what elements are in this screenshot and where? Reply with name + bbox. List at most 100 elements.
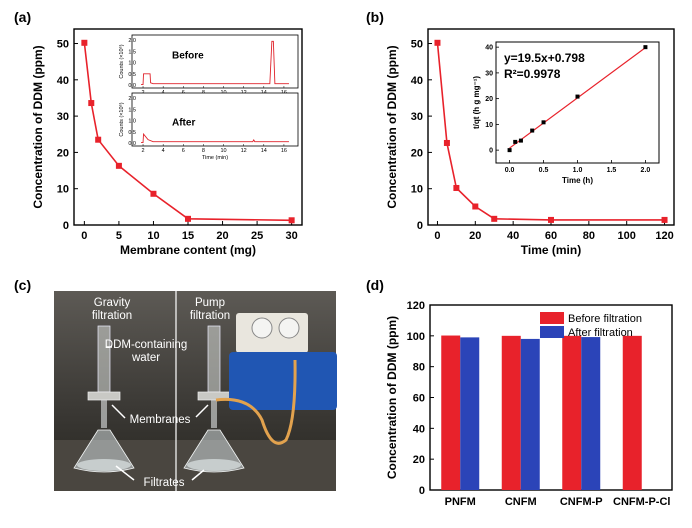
y-tick-label-d: 40 — [413, 423, 425, 435]
y-axis-label-a: Concentration of DDM (ppm) — [31, 45, 45, 208]
data-point-b — [443, 139, 450, 146]
inset-y-axis-label: Counts (×10⁶) — [118, 44, 125, 78]
x-tick-label-a: 25 — [251, 230, 263, 242]
data-point-a — [81, 39, 88, 46]
data-point-a — [150, 190, 157, 197]
legend-swatch-d — [540, 326, 564, 338]
photo-panel-c: Gravity filtration Pump filtrationDDM-conta… — [54, 291, 337, 491]
fit-r2-b: R²=0.9978 — [504, 67, 561, 81]
label-gravity-filtration-line: filtration — [92, 310, 132, 322]
inset-y-axis-label-b: t/qt (h g mg⁻¹) — [472, 76, 481, 129]
inset-x-tick-label: 6 — [182, 148, 185, 154]
inset-y-tick-label-b: 0 — [489, 148, 493, 155]
y-axis-label-b: Concentration of DDM (ppm) — [385, 45, 399, 208]
x-tick-label-b: 0 — [434, 230, 440, 242]
inset-data-point-b — [541, 120, 546, 125]
x-category-label-d: CNFM-P-Cl — [613, 496, 670, 508]
y-tick-label-b: 30 — [411, 111, 423, 123]
label-pump-filtration-line: Pump — [195, 297, 225, 309]
inset-x-tick-label-b: 1.5 — [607, 167, 617, 174]
inset-tag: After — [172, 118, 195, 129]
arrow-membrane-right — [195, 404, 209, 418]
inset-x-tick-label-b: 1.0 — [573, 167, 583, 174]
inset-x-axis-label: Time (min) — [202, 155, 228, 161]
panel-label-c: (c) — [14, 277, 31, 293]
gravity-stem — [101, 400, 107, 428]
inset-y-tick-label-b: 10 — [485, 122, 493, 129]
x-category-label-d: CNFM-P — [560, 496, 603, 508]
gravity-filtrate — [77, 459, 131, 471]
inset-frame-a — [131, 92, 299, 147]
x-tick-label-b: 100 — [618, 230, 636, 242]
inset-data-point-b — [507, 148, 512, 153]
pump-funnel-tube — [207, 325, 221, 393]
y-tick-label-d: 60 — [413, 393, 425, 405]
inset-trace — [141, 40, 289, 86]
inset-x-axis-label-b: Time (h) — [562, 176, 593, 185]
x-tick-label-a: 15 — [182, 230, 194, 242]
y-tick-label-d: 120 — [407, 300, 425, 312]
arrow-membrane-left — [111, 404, 126, 419]
x-tick-label-b: 80 — [583, 230, 595, 242]
vacuum-tubing — [215, 359, 297, 445]
inset-x-tick-label: 16 — [281, 148, 287, 154]
bar-after — [581, 337, 601, 490]
data-point-a — [185, 215, 191, 222]
gravity-funnel-tube — [97, 325, 111, 393]
pump-filtrate — [187, 459, 241, 471]
inset-data-point-b — [518, 138, 523, 143]
panel-label-b: (b) — [366, 9, 384, 25]
label-gravity-filtration-line: Gravity — [94, 297, 131, 309]
y-tick-label-d: 80 — [413, 362, 425, 374]
inset-y-tick-label: 1.5 — [128, 107, 136, 113]
data-point-b — [661, 216, 668, 223]
inset-y-tick-label: 2.0 — [128, 38, 136, 44]
x-category-label-d: PNFM — [445, 496, 476, 508]
data-point-a — [288, 217, 295, 224]
x-tick-label-a: 30 — [286, 230, 298, 242]
inset-x-tick-label: 12 — [241, 148, 247, 154]
label-membranes: Membranes — [130, 414, 191, 426]
y-tick-label-b: 40 — [411, 75, 423, 87]
label-ddm-water-line: water — [131, 352, 160, 364]
data-point-a — [88, 100, 95, 107]
data-point-a — [95, 136, 102, 143]
bar-before — [441, 335, 461, 490]
y-axis-label-d: Concentration of DDM (ppm) — [385, 316, 399, 479]
chart-d: 0 20 40 60 80 100 120 Concentration of DDM (ppm… — [385, 300, 673, 508]
x-axis-label-b: Time (min) — [521, 243, 581, 257]
y-tick-label-d: 0 — [419, 485, 425, 497]
legend-label-d: Before filtration — [568, 313, 642, 325]
x-tick-label-b: 120 — [655, 230, 673, 242]
inset-x-tick-label-b: 2.0 — [641, 167, 651, 174]
x-tick-label-a: 20 — [216, 230, 228, 242]
x-category-label-d: CNFM — [505, 496, 537, 508]
pressure-gauge-left — [251, 317, 273, 339]
inset-y-tick-label: 2.0 — [128, 96, 136, 102]
inset-data-point-b — [643, 45, 648, 50]
arrow-filtrate-left — [115, 465, 135, 481]
y-tick-label-b: 50 — [411, 39, 423, 51]
inset-y-tick-label-b: 40 — [485, 45, 493, 52]
bar-before — [622, 335, 642, 490]
data-point-b — [548, 216, 554, 223]
y-tick-label-a: 0 — [63, 220, 69, 232]
y-tick-label-d: 100 — [407, 331, 425, 343]
inset-tag: Before — [172, 51, 204, 62]
panel-label-a: (a) — [14, 9, 31, 25]
inset-data-point-b — [513, 139, 518, 144]
x-tick-label-a: 0 — [81, 230, 87, 242]
inset-y-axis-label: Counts (×10⁶) — [118, 102, 125, 136]
legend-label-d: After filtration — [568, 327, 633, 339]
inset-frame-b — [495, 41, 660, 164]
label-pump-filtration: Pump filtration — [190, 297, 230, 322]
inset-y-tick-label-b: 20 — [485, 96, 493, 103]
y-tick-label-b: 10 — [411, 184, 423, 196]
chart-a: 0 5 10 15 20 25 30 0 10 20 30 40 50 Membrane content … — [31, 28, 303, 257]
y-tick-label-b: 20 — [411, 147, 423, 159]
inset-x-tick-label: 10 — [220, 148, 226, 154]
label-filtrates: Filtrates — [144, 477, 185, 489]
inset-trace — [141, 132, 289, 144]
label-ddm-water: DDM-containing water — [105, 339, 187, 364]
panel-label-d: (d) — [366, 277, 384, 293]
